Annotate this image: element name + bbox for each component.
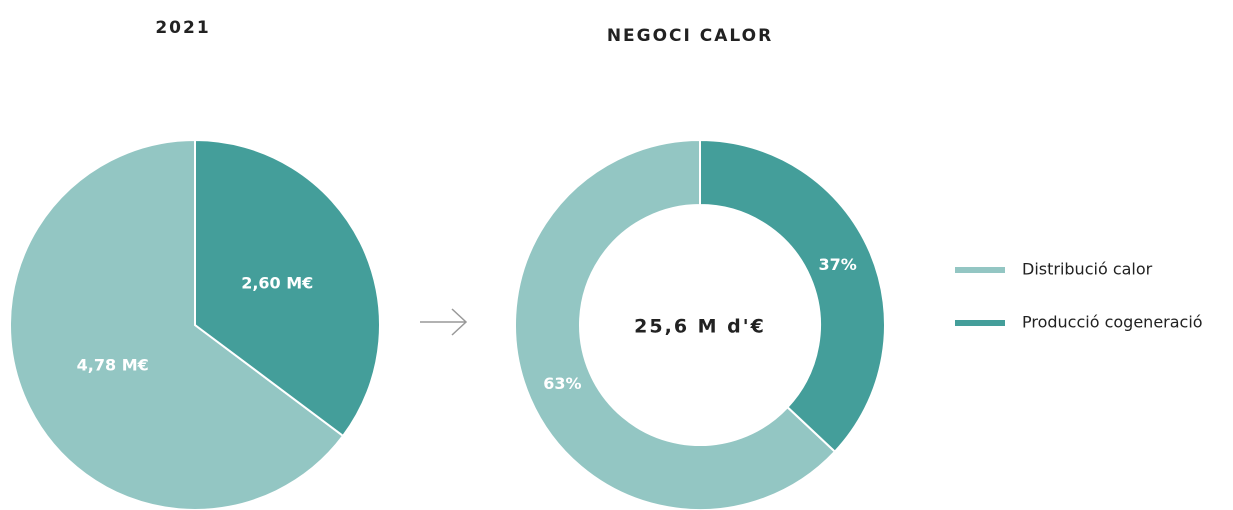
slice xyxy=(194,138,381,438)
legend-label: Producció cogeneració xyxy=(1022,313,1203,332)
legend-swatch xyxy=(955,267,1005,273)
slice xyxy=(699,138,886,454)
arrow xyxy=(420,308,468,336)
chart-title: NEGOCI CALOR xyxy=(607,26,773,46)
slice xyxy=(514,138,837,510)
value-label: 37% xyxy=(819,255,857,274)
value-label: 2,60 M€ xyxy=(241,273,313,292)
legend-label: Distribució calor xyxy=(1022,260,1153,279)
value-label: 4,78 M€ xyxy=(77,356,149,375)
slice xyxy=(9,138,345,510)
chart-title: 2021 xyxy=(155,18,210,38)
center-label: 25,6 M d'€ xyxy=(634,316,766,338)
legend-swatch xyxy=(955,320,1005,326)
value-label: 63% xyxy=(543,374,581,393)
